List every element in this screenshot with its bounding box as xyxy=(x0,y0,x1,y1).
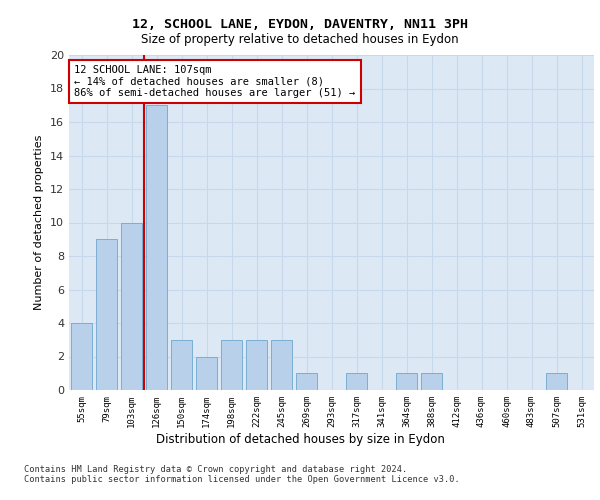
Bar xyxy=(296,373,317,390)
Text: Distribution of detached houses by size in Eydon: Distribution of detached houses by size … xyxy=(155,432,445,446)
Bar xyxy=(221,340,242,390)
Bar xyxy=(96,240,117,390)
Bar xyxy=(346,373,367,390)
Bar xyxy=(546,373,567,390)
Bar xyxy=(71,323,92,390)
Text: Size of property relative to detached houses in Eydon: Size of property relative to detached ho… xyxy=(141,32,459,46)
Text: Contains HM Land Registry data © Crown copyright and database right 2024.
Contai: Contains HM Land Registry data © Crown c… xyxy=(24,465,460,484)
Text: 12, SCHOOL LANE, EYDON, DAVENTRY, NN11 3PH: 12, SCHOOL LANE, EYDON, DAVENTRY, NN11 3… xyxy=(132,18,468,30)
Bar xyxy=(396,373,417,390)
Bar xyxy=(246,340,267,390)
Bar xyxy=(196,356,217,390)
Y-axis label: Number of detached properties: Number of detached properties xyxy=(34,135,44,310)
Bar xyxy=(171,340,192,390)
Text: 12 SCHOOL LANE: 107sqm
← 14% of detached houses are smaller (8)
86% of semi-deta: 12 SCHOOL LANE: 107sqm ← 14% of detached… xyxy=(74,65,355,98)
Bar xyxy=(421,373,442,390)
Bar xyxy=(271,340,292,390)
Bar xyxy=(146,106,167,390)
Bar xyxy=(121,222,142,390)
